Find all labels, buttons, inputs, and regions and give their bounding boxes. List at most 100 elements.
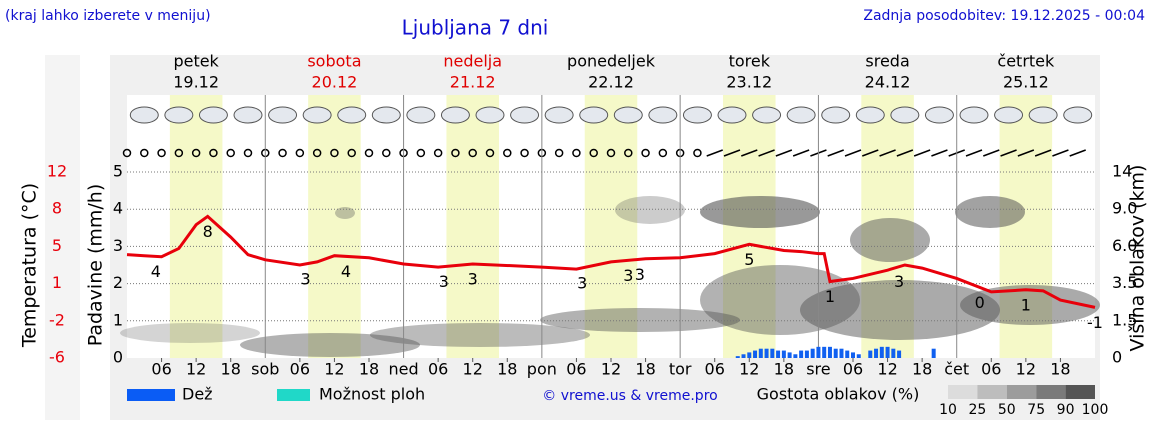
x-tick-label: 06	[151, 360, 171, 379]
wind-barb	[775, 149, 793, 157]
precip-bar	[827, 346, 832, 358]
precip-bar	[897, 350, 902, 358]
day-date: 25.12	[1003, 73, 1049, 92]
x-tick-label: tor	[669, 360, 692, 379]
cloud-icon	[613, 106, 643, 124]
precip-bar	[874, 348, 879, 358]
wind-calm	[554, 148, 564, 158]
y2-tick-label: 1.5	[1112, 310, 1137, 329]
temp-annotation: 0	[975, 293, 985, 312]
cloud-icon	[1063, 106, 1093, 124]
wind-barb	[983, 149, 1000, 157]
x-tick-label: 06	[566, 360, 586, 379]
precip-bar	[851, 352, 855, 358]
temp-tick-label: 8	[52, 199, 62, 218]
cloud-legend-tick: 10	[939, 402, 957, 418]
cloud-icon	[233, 106, 263, 124]
temp-annotation: 4	[151, 262, 161, 281]
cloud-legend-swatch	[1006, 385, 1037, 399]
cloud-icon	[544, 106, 574, 124]
wind-calm	[140, 148, 149, 158]
x-tick-label: 18	[221, 360, 241, 379]
temp-annotation: -1	[1087, 313, 1103, 332]
x-tick-label: 06	[981, 360, 1001, 379]
x-tick-label: 12	[324, 360, 344, 379]
precip-bar	[781, 350, 786, 358]
precip-bar	[868, 350, 873, 358]
temp-annotation: 1	[825, 287, 835, 306]
wind-barb	[896, 149, 914, 157]
cloud-icon	[959, 106, 989, 124]
temp-tick-label: 12	[47, 162, 67, 181]
cloud-icon	[129, 106, 159, 124]
x-tick-label: pon	[527, 360, 557, 379]
precip-bar	[833, 348, 838, 358]
precip-bar	[879, 346, 884, 358]
temp-annotation: 5	[744, 250, 754, 269]
note: (kraj lahko izberete v meniju)	[5, 8, 211, 24]
x-tick-label: 18	[774, 360, 794, 379]
wind-barb	[723, 149, 741, 157]
x-tick-label: sre	[806, 360, 830, 379]
cloud-icon	[994, 106, 1024, 124]
y-label: Padavine (mm/h)	[85, 184, 107, 347]
temp-tick-label: -6	[49, 348, 65, 367]
cloud-icon	[821, 106, 851, 124]
day-name: petek	[173, 52, 219, 71]
wind-barb	[1052, 149, 1069, 157]
y2-label: Višina oblakov (km)	[1127, 165, 1149, 352]
updated: Zadnja posodobitev: 19.12.2025 - 00:04	[863, 8, 1145, 24]
precip-bar	[753, 350, 758, 358]
cloud-legend-swatch	[948, 385, 978, 399]
y2-tick-label: 3.5	[1112, 273, 1137, 292]
wind-calm	[191, 148, 201, 158]
cloud-icon	[579, 106, 609, 124]
temp-annotation: 3	[468, 269, 478, 288]
precip-bar	[787, 352, 792, 358]
y2-tick-label: 9.0	[1112, 199, 1137, 218]
temp-annotation: 8	[203, 222, 213, 241]
wind-barb	[741, 149, 758, 157]
wind-calm	[641, 148, 650, 158]
day-date: 19.12	[173, 73, 219, 92]
precip-bar	[822, 346, 827, 358]
precip-bar	[764, 348, 769, 358]
x-tick-label: 06	[290, 360, 310, 379]
wind-calm	[606, 148, 616, 158]
x-tick-label: 18	[359, 360, 379, 379]
temp-annotation: 3	[623, 266, 633, 285]
day-name: sreda	[865, 52, 909, 71]
y2-tick-label: 6.0	[1112, 236, 1137, 255]
cloud-icon	[924, 106, 954, 124]
x-tick-label: 12	[463, 360, 483, 379]
precip-bar	[885, 346, 890, 358]
x-tick-label: 12	[186, 360, 206, 379]
wind-calm	[122, 148, 132, 158]
day-date: 21.12	[450, 73, 496, 92]
cloud-icon	[475, 106, 505, 124]
wind-calm	[157, 148, 166, 158]
wind-calm	[503, 148, 512, 158]
temp-annotation: 3	[301, 269, 311, 288]
cloud-icon	[337, 106, 367, 124]
cloud-icon	[302, 106, 332, 124]
temperature-label: Temperatura (°C)	[19, 183, 41, 348]
x-tick-label: 06	[705, 360, 725, 379]
wind-barb	[844, 149, 862, 157]
cloud-icon	[164, 106, 194, 124]
legend-label: Možnost ploh	[319, 385, 425, 404]
y-tick-label: 2	[113, 273, 123, 292]
wind-calm	[693, 148, 702, 158]
precip-bar	[856, 354, 861, 358]
x-tick-label: 06	[843, 360, 863, 379]
cloud-icon	[855, 106, 885, 124]
x-tick-label: 12	[601, 360, 621, 379]
temp-tick-label: -2	[49, 310, 65, 329]
cloud-icon	[786, 106, 816, 124]
temp-annotation: 4	[341, 262, 351, 281]
wind-calm	[520, 148, 529, 158]
wind-calm	[364, 148, 374, 158]
day-name: četrtek	[997, 52, 1055, 71]
wind-calm	[330, 148, 339, 158]
wind-barb	[1034, 149, 1052, 157]
